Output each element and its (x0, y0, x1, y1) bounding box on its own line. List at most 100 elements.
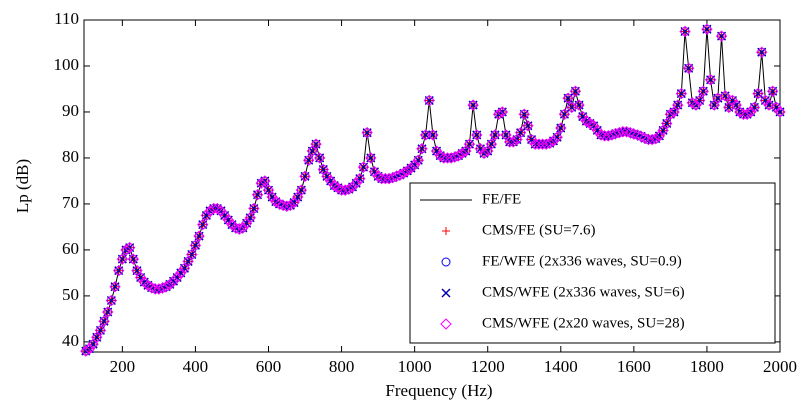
marker-shape (442, 227, 450, 235)
marker (702, 24, 712, 34)
marker (366, 153, 376, 163)
y-tick-label: 100 (54, 55, 80, 74)
marker (114, 266, 124, 276)
marker-shape (587, 120, 600, 132)
marker-shape (753, 89, 763, 99)
marker-shape (127, 253, 140, 265)
marker-shape (249, 204, 259, 214)
marker-shape (745, 106, 757, 118)
marker-shape (430, 145, 443, 157)
marker-shape (697, 85, 709, 97)
marker (103, 307, 113, 317)
marker (463, 138, 476, 150)
marker (218, 209, 231, 222)
marker (300, 171, 310, 181)
marker-shape (573, 99, 585, 111)
y-axis-label: Lp (dB) (13, 159, 32, 213)
marker (105, 294, 118, 307)
marker-shape (693, 94, 706, 107)
marker-shape (167, 275, 180, 287)
marker (189, 239, 202, 252)
marker (701, 23, 713, 35)
marker-shape (719, 90, 731, 102)
marker-shape (525, 133, 538, 146)
marker-shape (715, 30, 728, 42)
marker (661, 117, 673, 130)
marker (442, 227, 450, 235)
marker-shape (522, 120, 534, 132)
marker (624, 126, 636, 139)
marker-shape (748, 101, 761, 114)
marker (315, 153, 325, 163)
marker (200, 209, 213, 222)
marker-shape (544, 137, 556, 149)
marker (102, 306, 114, 318)
legend-label: FE/FE (482, 191, 521, 207)
marker-shape (160, 280, 172, 293)
marker-shape (682, 62, 695, 74)
marker (492, 108, 505, 120)
marker-shape (83, 343, 96, 355)
marker (617, 126, 629, 138)
marker-shape (523, 121, 533, 131)
marker (704, 74, 717, 86)
legend-label: CMS/WFE (2x336 waves, SU=6) (482, 284, 685, 300)
x-tick-label: 800 (329, 357, 355, 376)
marker (428, 130, 438, 140)
marker-shape (639, 132, 651, 144)
marker (249, 204, 259, 214)
marker (653, 130, 666, 142)
marker (110, 282, 120, 292)
marker-shape (368, 166, 381, 178)
marker (580, 115, 593, 127)
marker (405, 162, 417, 174)
marker-shape (757, 47, 767, 57)
marker (156, 282, 169, 294)
marker (468, 100, 478, 110)
marker (757, 47, 767, 57)
marker-shape (346, 181, 359, 193)
marker-shape (295, 184, 308, 196)
legend: FE/FE CMS/FE (SU=7.6) FE/WFE (2x336 waves,… (409, 182, 776, 344)
x-tick-label: 400 (183, 357, 209, 376)
marker-shape (421, 130, 431, 140)
marker-shape (551, 131, 563, 143)
marker-shape (620, 126, 633, 138)
marker (756, 46, 768, 58)
marker (726, 94, 739, 107)
marker (682, 62, 695, 74)
marker (697, 85, 709, 97)
marker-shape (365, 152, 377, 164)
marker-shape (768, 86, 778, 96)
marker (522, 120, 534, 132)
marker-shape (128, 254, 138, 264)
marker (412, 154, 425, 166)
marker (354, 172, 366, 185)
marker (518, 108, 530, 120)
marker-shape (726, 94, 739, 107)
marker-shape (156, 282, 169, 294)
marker (358, 162, 368, 172)
marker-shape (558, 108, 571, 120)
marker-shape (255, 177, 267, 189)
x-tick-label: 1200 (471, 357, 505, 376)
marker (693, 94, 706, 107)
marker (408, 159, 421, 171)
marker (106, 295, 116, 305)
marker-shape (449, 151, 461, 163)
marker (759, 94, 772, 107)
x-tick-label: 1400 (544, 357, 578, 376)
marker-shape (215, 205, 227, 217)
marker (113, 264, 125, 277)
marker-shape (507, 136, 519, 148)
marker (109, 280, 121, 293)
marker (332, 182, 344, 194)
marker-shape (80, 345, 92, 357)
marker (273, 198, 286, 210)
marker (485, 138, 498, 150)
marker-shape (478, 147, 490, 160)
marker-shape (98, 315, 110, 327)
marker (525, 133, 538, 146)
marker (255, 177, 267, 189)
